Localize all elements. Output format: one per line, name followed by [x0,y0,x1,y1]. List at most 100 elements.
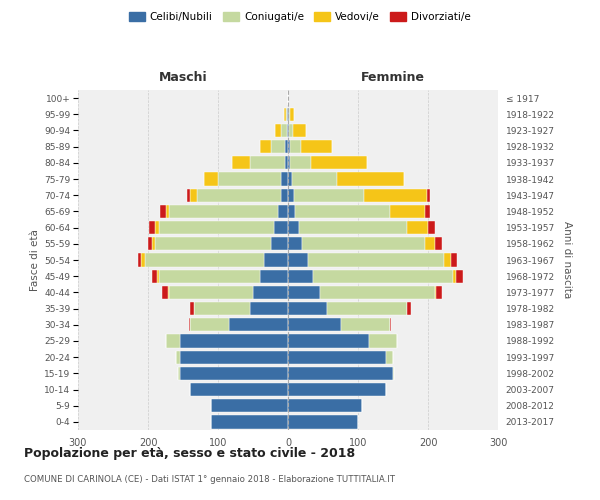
Bar [145,254,263,266]
Bar [253,286,288,299]
Bar [158,221,274,234]
Y-axis label: Anni di nascita: Anni di nascita [562,222,572,298]
Bar [326,302,407,315]
Bar [288,188,293,202]
Bar [290,140,301,153]
Bar [313,270,452,283]
Bar [193,302,250,315]
Bar [292,172,337,186]
Bar [289,108,290,121]
Bar [179,350,288,364]
Bar [290,108,293,121]
Bar [260,140,271,153]
Bar [288,302,326,315]
Bar [151,270,157,283]
Bar [277,205,288,218]
Bar [167,286,169,299]
Bar [286,108,287,121]
Bar [271,237,288,250]
Bar [218,172,281,186]
Bar [190,383,288,396]
Bar [386,350,393,364]
Bar [451,254,457,266]
Y-axis label: Fasce di età: Fasce di età [30,229,40,291]
Bar [456,270,463,283]
Bar [211,399,288,412]
Bar [311,156,367,170]
Bar [190,188,197,202]
Bar [288,383,386,396]
Bar [368,334,397,347]
Bar [288,124,289,137]
Text: Maschi: Maschi [158,70,208,84]
Text: COMUNE DI CARINOLA (CE) - Dati ISTAT 1° gennaio 2018 - Elaborazione TUTTITALIA.I: COMUNE DI CARINOLA (CE) - Dati ISTAT 1° … [24,476,395,484]
Bar [444,254,451,266]
Bar [190,302,193,315]
Bar [288,237,302,250]
Bar [284,108,286,121]
Bar [301,140,332,153]
Bar [435,237,442,250]
Bar [284,156,288,170]
Bar [204,172,218,186]
Bar [288,286,320,299]
Bar [229,318,288,332]
Bar [141,254,145,266]
Bar [288,172,292,186]
Bar [288,366,393,380]
Bar [162,286,167,299]
Bar [288,334,368,347]
Bar [188,318,190,332]
Bar [425,237,435,250]
Bar [169,286,253,299]
Bar [389,205,425,218]
Bar [260,270,288,283]
Bar [427,188,430,202]
Text: Femmine: Femmine [361,70,425,84]
Bar [250,156,284,170]
Bar [407,302,410,315]
Bar [263,254,288,266]
Bar [320,286,435,299]
Bar [281,188,288,202]
Bar [288,156,290,170]
Bar [287,108,288,121]
Bar [288,205,295,218]
Bar [288,270,313,283]
Text: Popolazione per età, sesso e stato civile - 2018: Popolazione per età, sesso e stato civil… [24,448,355,460]
Bar [341,318,389,332]
Bar [137,254,141,266]
Bar [289,124,293,137]
Bar [176,350,179,364]
Bar [436,286,442,299]
Bar [151,237,155,250]
Legend: Celibi/Nubili, Coniugati/e, Vedovi/e, Divorziati/e: Celibi/Nubili, Coniugati/e, Vedovi/e, Di… [125,8,475,26]
Bar [288,140,290,153]
Bar [425,205,430,218]
Bar [155,237,271,250]
Bar [250,302,288,315]
Bar [293,124,305,137]
Bar [288,350,386,364]
Bar [288,108,289,121]
Bar [428,221,435,234]
Bar [288,416,358,428]
Bar [158,270,260,283]
Bar [308,254,444,266]
Bar [393,366,394,380]
Bar [190,318,229,332]
Bar [302,237,425,250]
Bar [337,172,404,186]
Bar [288,254,308,266]
Bar [288,399,361,412]
Bar [157,270,158,283]
Bar [148,237,151,250]
Bar [178,366,179,380]
Bar [275,124,281,137]
Bar [149,221,155,234]
Bar [435,286,436,299]
Bar [293,188,364,202]
Bar [452,270,456,283]
Bar [364,188,427,202]
Bar [169,205,277,218]
